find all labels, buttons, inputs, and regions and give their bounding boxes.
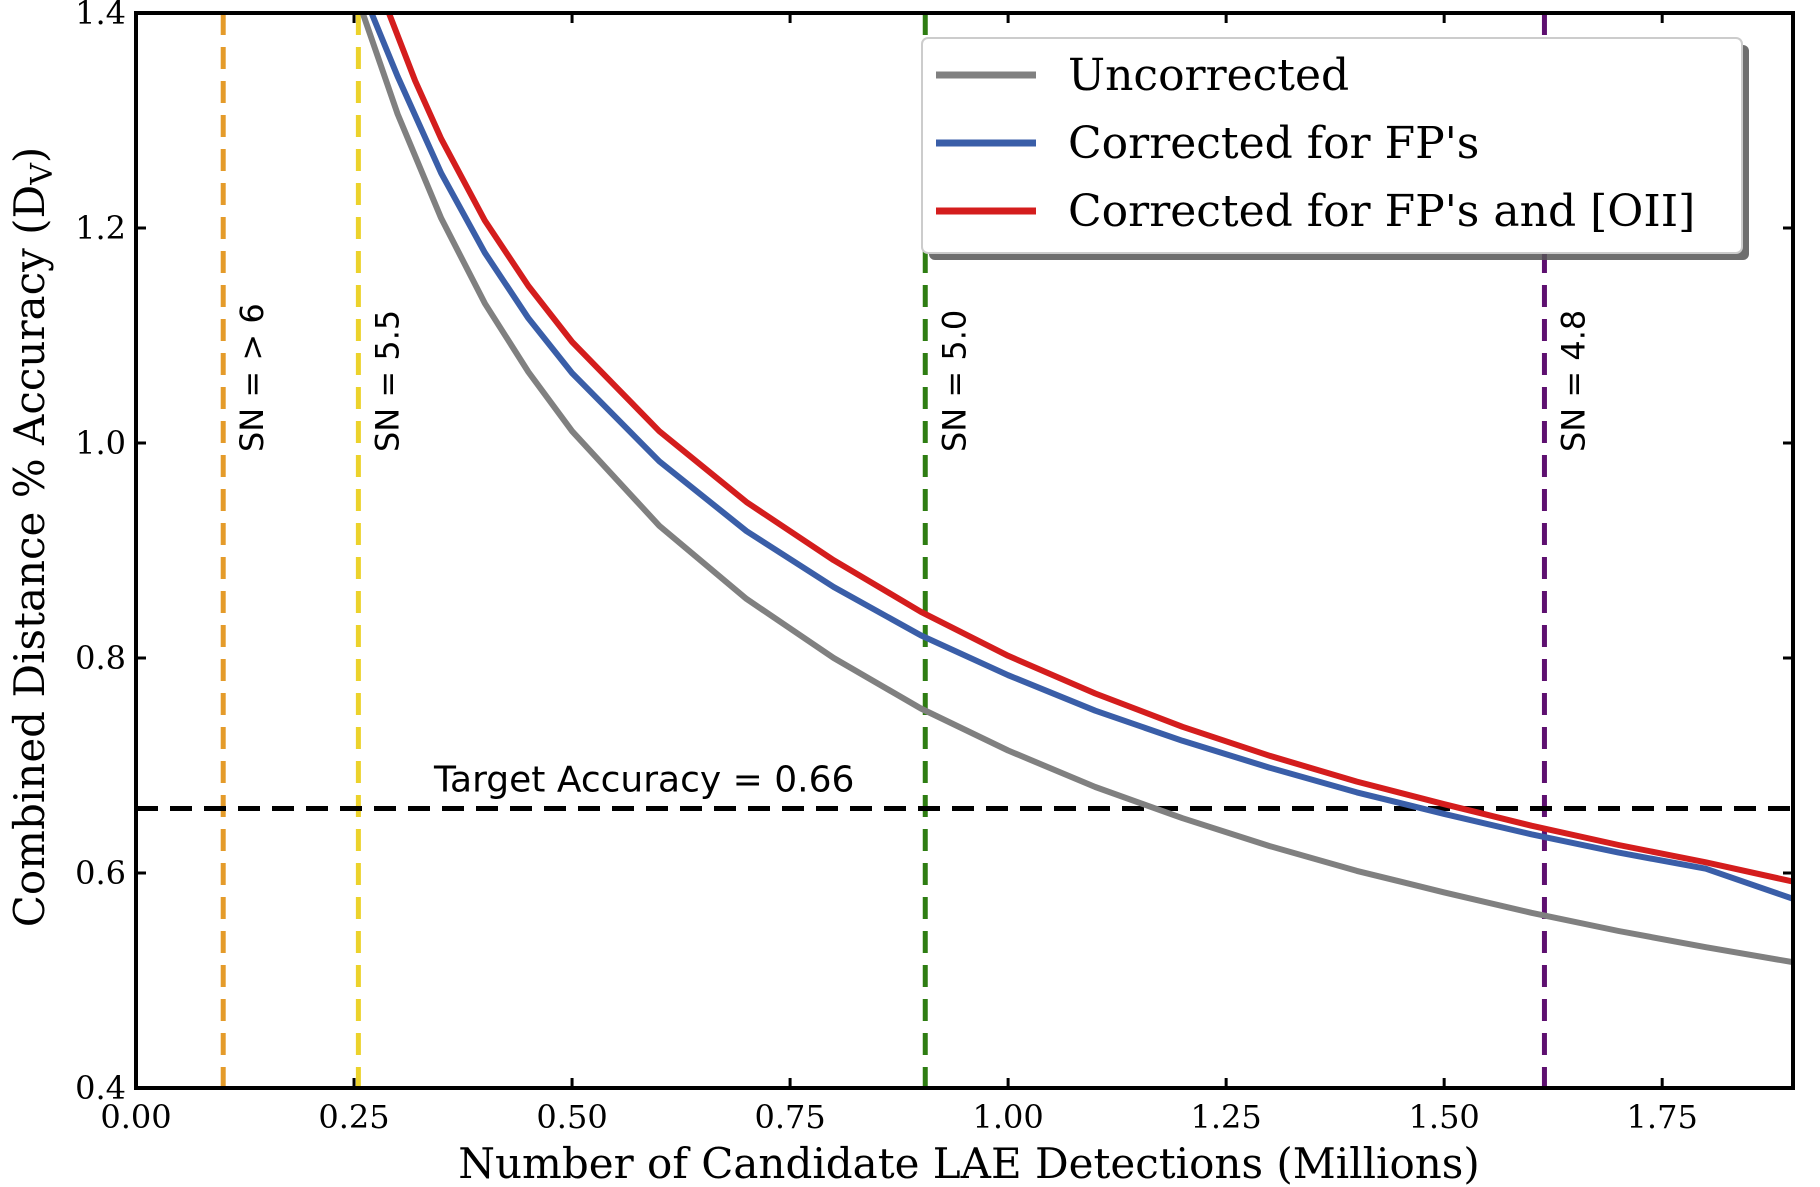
y-tick-label: 0.6 [75, 854, 126, 892]
series-line-1 [368, 13, 1793, 902]
y-axis-label-subscript: V [25, 162, 60, 186]
y-tick-label: 1.2 [75, 209, 126, 247]
sn-threshold-label: SN = 5.5 [368, 310, 406, 452]
y-axis-label-close: ) [5, 147, 54, 163]
legend-entry: Corrected for FP's and [OII] [1068, 186, 1695, 237]
x-tick-label: 1.75 [1627, 1098, 1698, 1136]
y-axis-label: Combined Distance % Accuracy (DV) [5, 147, 60, 928]
axes-frame [134, 11, 1795, 1090]
sn-threshold-label: SN = > 6 [233, 303, 271, 452]
x-tick-label: 1.25 [1191, 1098, 1262, 1136]
x-tick-label: 1.50 [1409, 1098, 1480, 1136]
y-tick-label: 1.4 [75, 0, 126, 32]
legend-entry: Uncorrected [1068, 50, 1349, 101]
x-tick-label: 0.25 [318, 1098, 389, 1136]
sn-threshold-label: SN = 5.0 [935, 310, 973, 452]
x-tick-label: 1.00 [972, 1098, 1043, 1136]
sn-threshold-label: SN = 4.8 [1554, 310, 1592, 452]
plot-frame [134, 11, 1795, 1090]
legend-box [921, 37, 1743, 254]
x-tick-label: 0.50 [536, 1098, 607, 1136]
target-accuracy-label: Target Accuracy = 0.66 [433, 760, 854, 801]
axis-ticks: 0.00 0.25 0.50 0.75 1.00 1.25 1.50 1.75 0.4 0.6 0.… [75, 0, 1793, 1136]
y-tick-label: 1.0 [75, 424, 126, 462]
x-axis-label: Number of Candidate LAE Detections (Mill… [458, 1139, 1480, 1187]
series-line-2 [386, 13, 1793, 885]
x-tick-label: 0.00 [100, 1098, 171, 1136]
y-tick-label: 0.8 [75, 639, 126, 677]
legend: Uncorrected Corrected for FP's Corrected f… [921, 37, 1749, 260]
y-axis-label-main: Combined Distance % Accuracy (D [5, 185, 54, 928]
x-tick-label: 0.75 [754, 1098, 825, 1136]
series-line-0 [359, 13, 1793, 966]
y-tick-label: 0.4 [75, 1069, 126, 1107]
legend-entry: Corrected for FP's [1068, 118, 1479, 169]
